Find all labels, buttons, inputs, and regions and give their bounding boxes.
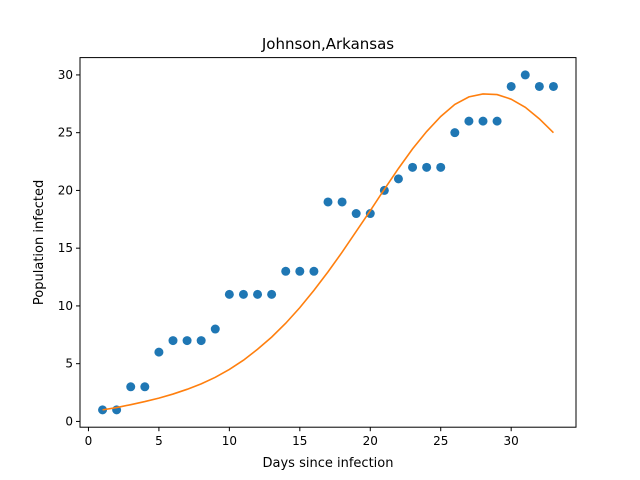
data-point <box>478 116 488 126</box>
data-point <box>492 116 502 126</box>
data-point <box>295 266 305 276</box>
data-point <box>548 81 558 91</box>
x-tick-label: 0 <box>85 434 93 448</box>
x-tick-label: 15 <box>292 434 307 448</box>
data-point <box>464 116 474 126</box>
y-axis-label: Population infected <box>32 180 47 305</box>
x-tick-label: 20 <box>363 434 378 448</box>
data-point <box>224 289 234 299</box>
data-point <box>253 289 263 299</box>
data-point <box>238 289 248 299</box>
data-point <box>140 382 150 392</box>
fit-line <box>102 93 555 411</box>
data-point <box>534 81 544 91</box>
data-point <box>422 162 432 172</box>
plot-frame <box>79 57 577 428</box>
data-point <box>393 174 403 184</box>
data-point <box>126 382 136 392</box>
x-axis-ticks: 0 5 10 15 20 25 30 <box>85 427 519 448</box>
y-axis-ticks: 0 5 10 15 20 25 30 <box>58 68 80 428</box>
data-point <box>436 162 446 172</box>
data-point <box>408 162 418 172</box>
x-tick-label: 30 <box>504 434 519 448</box>
y-tick-label: 25 <box>58 126 73 140</box>
x-axis-label: Days since infection <box>263 456 394 471</box>
y-tick-label: 10 <box>58 299 73 313</box>
data-point <box>365 209 375 219</box>
y-tick-label: 30 <box>58 68 73 82</box>
plot-area <box>80 57 576 428</box>
data-point <box>337 197 347 207</box>
data-point <box>182 336 192 346</box>
y-tick-label: 20 <box>58 183 73 197</box>
data-point <box>154 347 164 357</box>
y-tick-label: 5 <box>65 357 73 371</box>
data-point <box>196 336 206 346</box>
x-tick-label: 5 <box>155 434 163 448</box>
data-point <box>520 70 530 80</box>
data-point <box>323 197 333 207</box>
data-point <box>351 209 361 219</box>
data-point <box>281 266 291 276</box>
data-point <box>168 336 178 346</box>
chart-title: Johnson,Arkansas <box>261 35 394 53</box>
y-tick-label: 0 <box>65 414 73 428</box>
data-point <box>309 266 319 276</box>
data-point <box>267 289 277 299</box>
data-point <box>450 128 460 138</box>
x-tick-label: 10 <box>222 434 237 448</box>
data-point <box>210 324 220 334</box>
x-tick-label: 25 <box>433 434 448 448</box>
y-tick-label: 15 <box>58 241 73 255</box>
series-layer <box>98 70 558 415</box>
data-point <box>506 81 516 91</box>
